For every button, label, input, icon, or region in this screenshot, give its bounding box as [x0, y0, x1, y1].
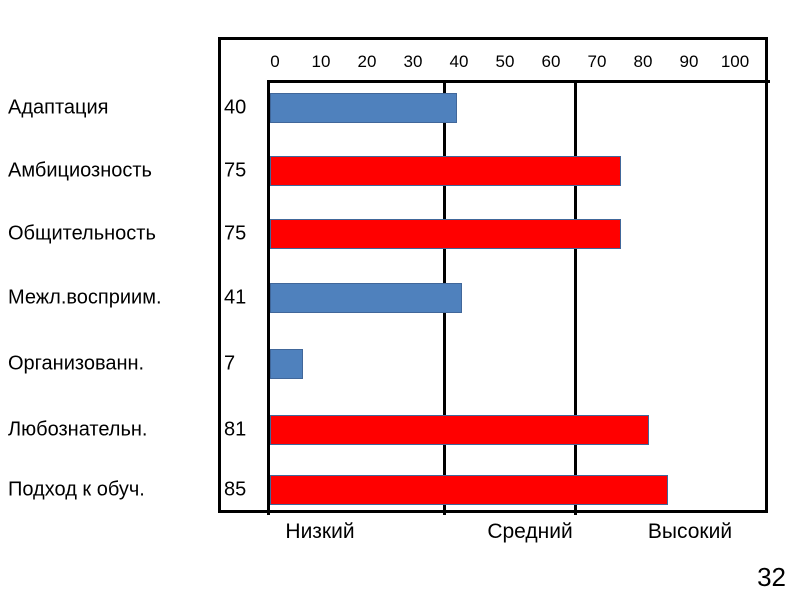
- value-label: 75: [224, 222, 247, 245]
- value-label: 75: [224, 159, 247, 182]
- plot-area: [267, 80, 770, 515]
- chart-frame: [218, 37, 768, 513]
- category-label: Подход к обуч.: [8, 478, 145, 501]
- x-tick-label: 50: [495, 52, 515, 71]
- bar: [270, 219, 621, 249]
- x-tick-label: 0: [270, 52, 280, 71]
- value-label: 7: [224, 352, 236, 375]
- category-label: Межл.восприим.: [8, 286, 162, 309]
- zone-label: Средний: [487, 520, 573, 543]
- x-tick-label: 80: [633, 52, 653, 71]
- x-tick-label: 10: [311, 52, 331, 71]
- x-tick-label: 100: [720, 52, 750, 71]
- threshold-line: [574, 80, 577, 515]
- category-label: Амбициозность: [8, 159, 152, 182]
- bar: [270, 349, 303, 379]
- zone-label: Низкий: [285, 520, 355, 543]
- zone-label: Высокий: [647, 520, 733, 543]
- value-label: 85: [224, 478, 247, 501]
- x-tick-label: 60: [541, 52, 561, 71]
- value-label: 41: [224, 286, 247, 309]
- x-tick-label: 20: [357, 52, 377, 71]
- bar: [270, 93, 458, 123]
- x-tick-label: 30: [403, 52, 423, 71]
- category-label: Любознательн.: [8, 418, 148, 441]
- x-tick-label: 40: [449, 52, 469, 71]
- x-tick-label: 70: [587, 52, 607, 71]
- bar: [270, 475, 668, 505]
- x-tick-label: 90: [679, 52, 699, 71]
- bar: [270, 283, 462, 313]
- category-label: Адаптация: [8, 96, 109, 119]
- value-label: 40: [224, 96, 247, 119]
- bar: [270, 415, 650, 445]
- value-label: 81: [224, 418, 247, 441]
- category-label: Организованн.: [8, 352, 145, 375]
- page-number: 32: [757, 562, 786, 592]
- category-label: Общительность: [8, 222, 156, 245]
- bar: [270, 156, 621, 186]
